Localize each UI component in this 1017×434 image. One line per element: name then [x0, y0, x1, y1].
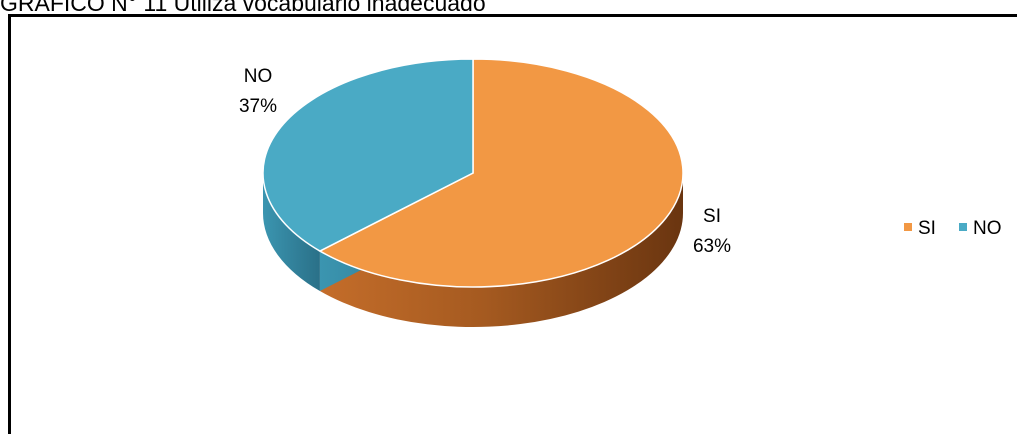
pie-side-no [263, 173, 320, 292]
legend-label-no: NO [973, 218, 1002, 239]
data-label-category-si: SI [703, 206, 721, 227]
data-label-category-no: NO [244, 66, 273, 87]
pie-side-si [319, 173, 683, 327]
data-label-percent-no: 37% [239, 96, 277, 117]
pie-slice-no [262, 58, 474, 252]
chart-frame [8, 14, 1017, 434]
legend-swatch-no [959, 223, 967, 231]
legend-swatch-si [904, 223, 912, 231]
pie-slice-si [318, 58, 684, 288]
legend-label-si: SI [918, 218, 936, 239]
pie-chart: SI 63% NO 37% SI NO [239, 58, 1002, 327]
data-label-percent-si: 63% [693, 236, 731, 257]
chart-title: GRAFICO N° 11 Utiliza vocabulario inadec… [0, 0, 486, 16]
